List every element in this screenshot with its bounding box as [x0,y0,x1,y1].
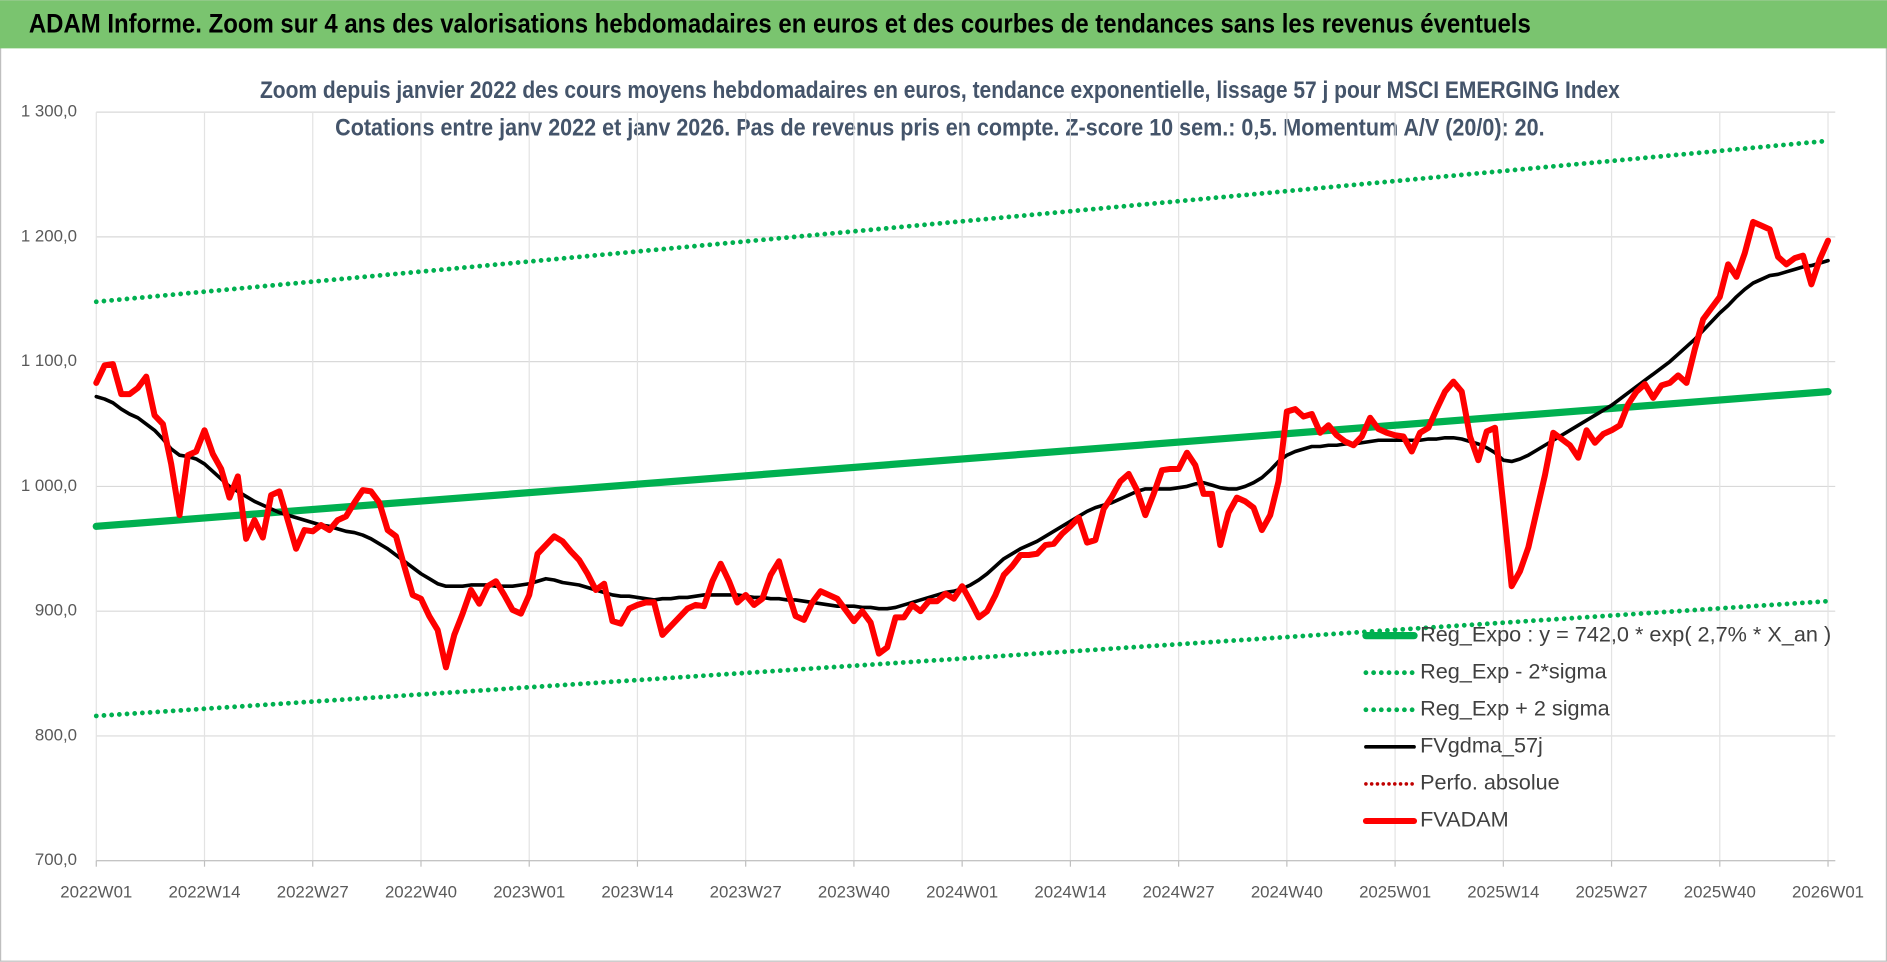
y-tick-label: 1 100,0 [21,351,77,370]
y-tick-label: 1 300,0 [21,102,77,121]
legend-label: Reg_Expo : y = 742,0 * exp( 2,7% * X_an … [1420,621,1831,646]
x-tick-label: 2023W14 [601,883,673,902]
x-tick-label: 2024W27 [1143,883,1215,902]
x-tick-label: 2024W01 [926,883,998,902]
x-tick-label: 2024W40 [1251,883,1323,902]
line-series [93,138,1831,305]
x-tick-label: 2026W01 [1792,883,1864,902]
x-tick-label: 2025W01 [1359,883,1431,902]
y-tick-label: 900,0 [35,601,77,620]
x-tick-label: 2023W27 [710,883,782,902]
y-tick-label: 1 200,0 [21,226,77,245]
x-tick-label: 2022W14 [168,883,240,902]
legend: Reg_Expo : y = 742,0 * exp( 2,7% * X_an … [1362,621,1831,832]
legend-label: FVgdma_57j [1420,733,1543,758]
line-series [93,598,1831,719]
x-tick-label: 2022W27 [277,883,349,902]
x-tick-label: 2025W40 [1684,883,1756,902]
y-tick-label: 1 000,0 [21,476,77,495]
legend-label: FVADAM [1420,807,1509,832]
legend-label: Perfo. absolue [1420,770,1560,795]
x-tick-label: 2025W27 [1576,883,1648,902]
header-bar [0,0,1887,49]
x-tick-label: 2022W01 [60,883,132,902]
line-series [93,218,1832,671]
x-tick-label: 2023W01 [493,883,565,902]
legend-label: Reg_Exp - 2*sigma [1420,658,1608,683]
chart-title: Zoom depuis janvier 2022 des cours moyen… [260,77,1620,104]
grid: 700,0 800,0 900,0 1 000,0 1 100,0 1 200,0 1 30… [21,102,1864,902]
y-tick-label: 700,0 [35,850,77,869]
x-tick-label: 2024W14 [1034,883,1106,902]
x-tick-label: 2023W40 [818,883,890,902]
chart-subtitle: Cotations entre janv 2022 et janv 2026. … [335,114,1544,141]
line-series [92,387,1832,530]
legend-label: Reg_Exp + 2 sigma [1420,695,1611,720]
y-tick-label: 800,0 [35,725,77,744]
x-tick-label: 2025W14 [1467,883,1539,902]
x-tick-label: 2022W40 [385,883,457,902]
marks [92,138,1832,719]
header-title: ADAM Informe. Zoom sur 4 ans des valoris… [29,8,1531,38]
